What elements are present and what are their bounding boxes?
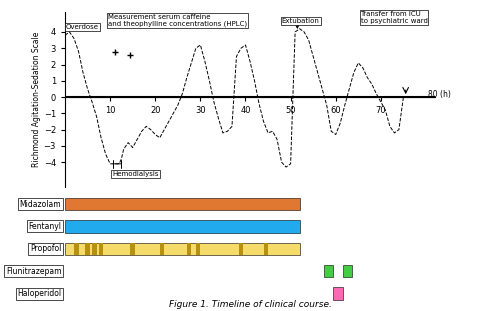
Bar	[196, 243, 200, 255]
Text: Overdose: Overdose	[66, 24, 99, 30]
Text: Transfer from ICU
to psychiatric ward: Transfer from ICU to psychiatric ward	[360, 11, 428, 24]
Text: Extubation: Extubation	[282, 18, 320, 24]
Bar	[264, 243, 268, 255]
Bar	[342, 265, 351, 277]
Text: Measurement serum caffeine
and theophylline concentrations (HPLC): Measurement serum caffeine and theophyll…	[108, 14, 247, 27]
Text: Fentanyl: Fentanyl	[28, 222, 62, 231]
Bar	[74, 243, 78, 255]
Bar	[65, 243, 300, 255]
Bar	[86, 243, 90, 255]
Text: Haloperidol: Haloperidol	[17, 289, 62, 298]
Bar	[99, 243, 103, 255]
Bar	[187, 243, 192, 255]
Bar	[65, 220, 300, 233]
Bar	[130, 243, 135, 255]
Bar	[334, 287, 342, 300]
Y-axis label: Richmond Agitation-Sedation Scale: Richmond Agitation-Sedation Scale	[32, 32, 41, 167]
Bar	[324, 265, 334, 277]
Text: Hemodialysis: Hemodialysis	[112, 171, 159, 177]
Text: 80 (h): 80 (h)	[428, 90, 451, 99]
Text: Propofol: Propofol	[30, 244, 62, 253]
Bar	[65, 198, 300, 210]
Text: Midazolam: Midazolam	[20, 200, 61, 208]
Text: Flunitrazepam: Flunitrazepam	[6, 267, 62, 276]
Bar	[238, 243, 243, 255]
Bar	[92, 243, 96, 255]
Bar	[160, 243, 164, 255]
Text: Figure 1. Timeline of clinical course.: Figure 1. Timeline of clinical course.	[168, 300, 332, 309]
